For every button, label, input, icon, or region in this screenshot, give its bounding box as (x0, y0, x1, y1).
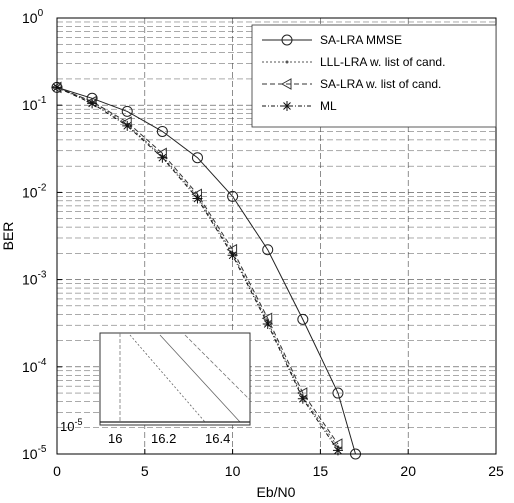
series-marker-circle (121, 105, 133, 117)
legend-item-1: LLL-LRA w. list of cand. (262, 55, 445, 69)
series-marker-circle (227, 190, 239, 202)
y-tick-label: 100 (22, 8, 44, 26)
x-tick-label: 10 (225, 463, 241, 479)
legend-item-2: SA-LRA w. list of cand. (262, 77, 441, 91)
inset-frame (99, 332, 251, 426)
legend-label: ML (320, 99, 337, 113)
series-marker-star (262, 318, 273, 329)
series-marker-circle (332, 387, 344, 399)
legend-label: SA-LRA w. list of cand. (320, 77, 441, 91)
series-marker-star (157, 152, 168, 163)
inset-line-4 (184, 334, 251, 401)
series-marker-star (332, 445, 343, 456)
x-axis-label: Eb/N0 (257, 484, 296, 500)
x-tick-label: 0 (53, 463, 61, 479)
series-marker-triangle (280, 78, 292, 90)
legend-item-3: ML (262, 99, 337, 113)
legend-box (251, 24, 497, 128)
x-tick-label: 20 (400, 463, 416, 479)
x-tick-label: 25 (488, 463, 504, 479)
x-tick-label: 15 (313, 463, 329, 479)
inset-line-3 (159, 334, 241, 423)
series-marker-circle (191, 152, 203, 164)
series-marker-circle (297, 313, 309, 325)
series-marker-star (87, 98, 98, 109)
legend-label: SA-LRA MMSE (320, 33, 402, 47)
series-marker-star (297, 393, 308, 404)
y-tick-label: 10-4 (22, 357, 47, 375)
legend-items: SA-LRA MMSE LLL-LRA w. list of cand. SA-LR… (262, 33, 445, 113)
y-tick-label: 10-1 (22, 95, 47, 113)
legend-item-0: SA-LRA MMSE (262, 33, 402, 47)
inset-line-2 (129, 334, 206, 423)
legend: SA-LRA MMSE LLL-LRA w. list of cand. SA-LR… (251, 24, 497, 128)
series-marker-circle (262, 244, 274, 256)
series-marker-circle (281, 34, 293, 46)
y-tick-label: 10-2 (22, 182, 47, 200)
plot-frame (56, 17, 497, 455)
series-marker-star (227, 250, 238, 261)
series-marker-star (192, 193, 203, 204)
series-marker-star (122, 120, 133, 131)
inset-ylabel: 10-5 (60, 417, 82, 434)
zoom-inset: 10-5 16 16.2 16.4 (60, 332, 251, 446)
inset-xtick-3: 16.4 (205, 431, 230, 446)
series-marker-dot (285, 60, 289, 64)
series-marker-circle (156, 125, 168, 137)
series-marker-star (282, 101, 292, 111)
inset-xtick-2: 16.2 (151, 431, 176, 446)
y-axis-label: BER (0, 222, 16, 251)
inset-xtick-1: 16 (108, 431, 122, 446)
x-tick-label: 5 (141, 463, 149, 479)
tick-labels: 0 5 10 15 20 25 10-5 10-4 10-3 10-2 10-1 100 (22, 8, 504, 479)
y-tick-label: 10-5 (22, 444, 47, 462)
legend-label: LLL-LRA w. list of cand. (320, 55, 445, 69)
series-line (56, 86, 356, 455)
y-tick-label: 10-3 (22, 270, 47, 288)
